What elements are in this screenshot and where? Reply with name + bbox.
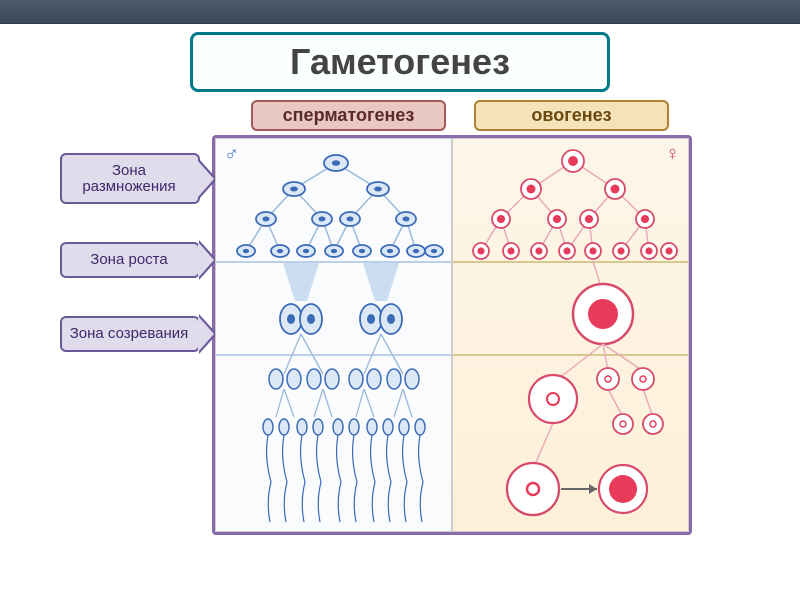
male-panel: ♂ xyxy=(215,138,452,532)
female-subtype-label: овогенез xyxy=(474,100,669,131)
zone-text: Зона созревания xyxy=(70,325,189,342)
zone-labels-column: Зона размножения Зона роста Зона созрева… xyxy=(60,135,200,352)
female-diagram xyxy=(453,139,691,535)
title-box: Гаметогенез xyxy=(190,32,610,92)
male-diagram xyxy=(216,139,454,535)
male-subtype-label: сперматогенез xyxy=(251,100,446,131)
zone-label-maturation: Зона созревания xyxy=(60,316,200,352)
slide-content: Гаметогенез сперматогенез овогенез Зона … xyxy=(0,24,800,600)
top-bar xyxy=(0,0,800,24)
main-row: Зона размножения Зона роста Зона созрева… xyxy=(60,135,740,535)
subtype-row: сперматогенез овогенез xyxy=(180,100,740,131)
title-text: Гаметогенез xyxy=(193,41,607,83)
zone-text: Зона размножения xyxy=(82,162,175,195)
diagram-box: ♂ ♀ xyxy=(212,135,692,535)
female-panel: ♀ xyxy=(452,138,689,532)
zone-text: Зона роста xyxy=(90,251,167,268)
zone-label-reproduction: Зона размножения xyxy=(60,153,200,205)
zone-label-growth: Зона роста xyxy=(60,242,200,278)
